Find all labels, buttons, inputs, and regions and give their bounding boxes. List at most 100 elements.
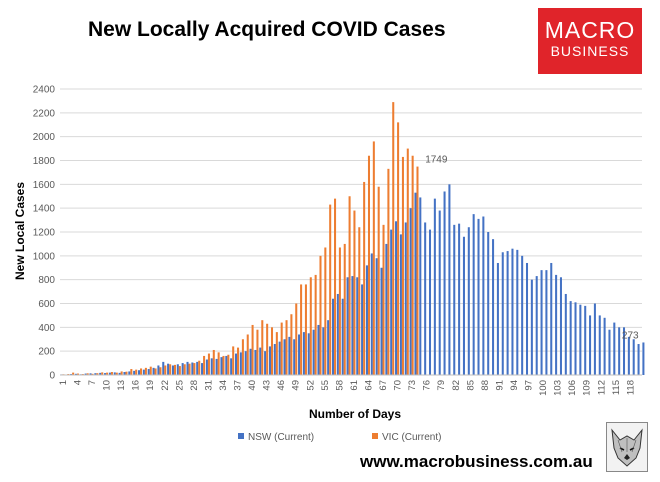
bar-nsw bbox=[496, 262, 499, 375]
bar-vic bbox=[115, 372, 118, 375]
y-tick-label: 2200 bbox=[33, 108, 56, 119]
bar-nsw bbox=[225, 355, 228, 375]
bar-nsw bbox=[230, 358, 233, 375]
x-tick-label: 67 bbox=[378, 380, 389, 391]
bar-nsw bbox=[584, 305, 587, 375]
gridlines bbox=[60, 88, 642, 376]
bar-vic bbox=[329, 204, 332, 375]
x-tick-label: 52 bbox=[305, 380, 316, 391]
bar-vic bbox=[397, 122, 400, 376]
data-annotation: 273 bbox=[622, 331, 639, 342]
bar-nsw bbox=[361, 284, 364, 375]
x-tick-label: 49 bbox=[291, 380, 302, 391]
x-tick-label: 31 bbox=[203, 380, 214, 391]
bar-vic bbox=[125, 371, 128, 375]
bar-vic bbox=[275, 332, 278, 375]
bar-nsw bbox=[186, 361, 189, 375]
bar-vic bbox=[154, 368, 157, 375]
bar-nsw bbox=[487, 232, 490, 375]
bar-vic bbox=[358, 227, 361, 375]
bar-nsw bbox=[162, 361, 165, 375]
bar-vic bbox=[324, 247, 327, 375]
bar-nsw bbox=[234, 353, 238, 375]
x-tick-label: 79 bbox=[436, 380, 447, 391]
bar-nsw bbox=[176, 364, 179, 375]
bar-vic bbox=[353, 210, 356, 375]
bar-nsw bbox=[443, 191, 446, 375]
x-tick-label: 76 bbox=[422, 380, 433, 391]
bar-vic bbox=[270, 327, 274, 375]
bar-nsw bbox=[365, 265, 368, 375]
bar-nsw bbox=[239, 352, 242, 375]
x-tick-label: 70 bbox=[393, 380, 404, 391]
bar-nsw bbox=[288, 336, 291, 375]
bar-nsw bbox=[448, 184, 451, 375]
x-tick-label: 19 bbox=[145, 380, 156, 391]
bar-nsw bbox=[312, 329, 315, 375]
y-tick-label: 600 bbox=[38, 299, 55, 310]
x-tick-label: 28 bbox=[189, 380, 200, 391]
bar-nsw bbox=[516, 249, 519, 376]
bar-vic bbox=[309, 277, 312, 375]
bar-nsw bbox=[385, 243, 388, 375]
bar-nsw bbox=[545, 270, 548, 375]
bar-nsw bbox=[104, 373, 107, 375]
bar-vic bbox=[367, 155, 371, 375]
bar-nsw bbox=[506, 251, 509, 375]
x-tick-label: 112 bbox=[596, 380, 607, 395]
bar-vic bbox=[178, 366, 181, 375]
x-tick-label: 118 bbox=[625, 380, 636, 395]
bar-vic bbox=[401, 156, 404, 375]
bar-nsw bbox=[147, 369, 150, 375]
bar-vic bbox=[159, 367, 162, 375]
bar-nsw bbox=[278, 341, 281, 375]
bar-vic bbox=[96, 373, 99, 375]
x-tick-label: 73 bbox=[407, 380, 418, 391]
bar-vic bbox=[237, 347, 240, 375]
y-tick-label: 1800 bbox=[33, 156, 56, 167]
bar-vic bbox=[207, 353, 210, 375]
bar-nsw bbox=[414, 192, 417, 375]
bar-nsw bbox=[559, 277, 562, 375]
x-tick-label: 37 bbox=[233, 380, 244, 391]
bar-nsw bbox=[273, 344, 276, 375]
bar-vic bbox=[295, 303, 298, 375]
bar-nsw bbox=[336, 293, 339, 375]
bar-vic bbox=[120, 371, 123, 375]
x-tick-label: 64 bbox=[364, 380, 375, 391]
bar-nsw bbox=[268, 346, 271, 375]
legend: NSW (Current) VIC (Current) bbox=[238, 432, 441, 443]
x-tick-label: 100 bbox=[538, 380, 549, 396]
bar-vic bbox=[392, 102, 395, 376]
bar-vic bbox=[232, 346, 235, 375]
bar-vic bbox=[164, 365, 167, 375]
y-tick-label: 1200 bbox=[33, 228, 56, 239]
bar-vic bbox=[290, 314, 293, 375]
bar-nsw bbox=[569, 301, 572, 375]
bar-nsw bbox=[244, 351, 247, 375]
bar-nsw bbox=[511, 248, 514, 375]
bar-nsw bbox=[220, 357, 223, 376]
bar-nsw bbox=[327, 320, 330, 375]
bar-nsw bbox=[331, 298, 335, 375]
bar-vic bbox=[193, 363, 196, 375]
bar-vic bbox=[76, 373, 80, 375]
bar-nsw bbox=[317, 324, 320, 375]
bar-nsw bbox=[298, 334, 301, 375]
bar-nsw bbox=[618, 327, 621, 375]
bar-nsw bbox=[283, 339, 286, 375]
bar-nsw bbox=[579, 304, 582, 375]
bar-vic bbox=[241, 339, 244, 375]
bar-nsw bbox=[467, 227, 470, 375]
bar-nsw bbox=[341, 298, 344, 375]
bar-nsw bbox=[458, 223, 461, 375]
bar-vic bbox=[86, 373, 89, 375]
bar-nsw bbox=[380, 267, 383, 375]
bar-vic bbox=[406, 148, 409, 375]
bar-nsw bbox=[356, 277, 359, 375]
bar-vic bbox=[256, 329, 259, 375]
y-tick-label: 2400 bbox=[33, 85, 56, 96]
bar-vic bbox=[377, 186, 380, 375]
x-tick-label: 109 bbox=[582, 380, 593, 396]
